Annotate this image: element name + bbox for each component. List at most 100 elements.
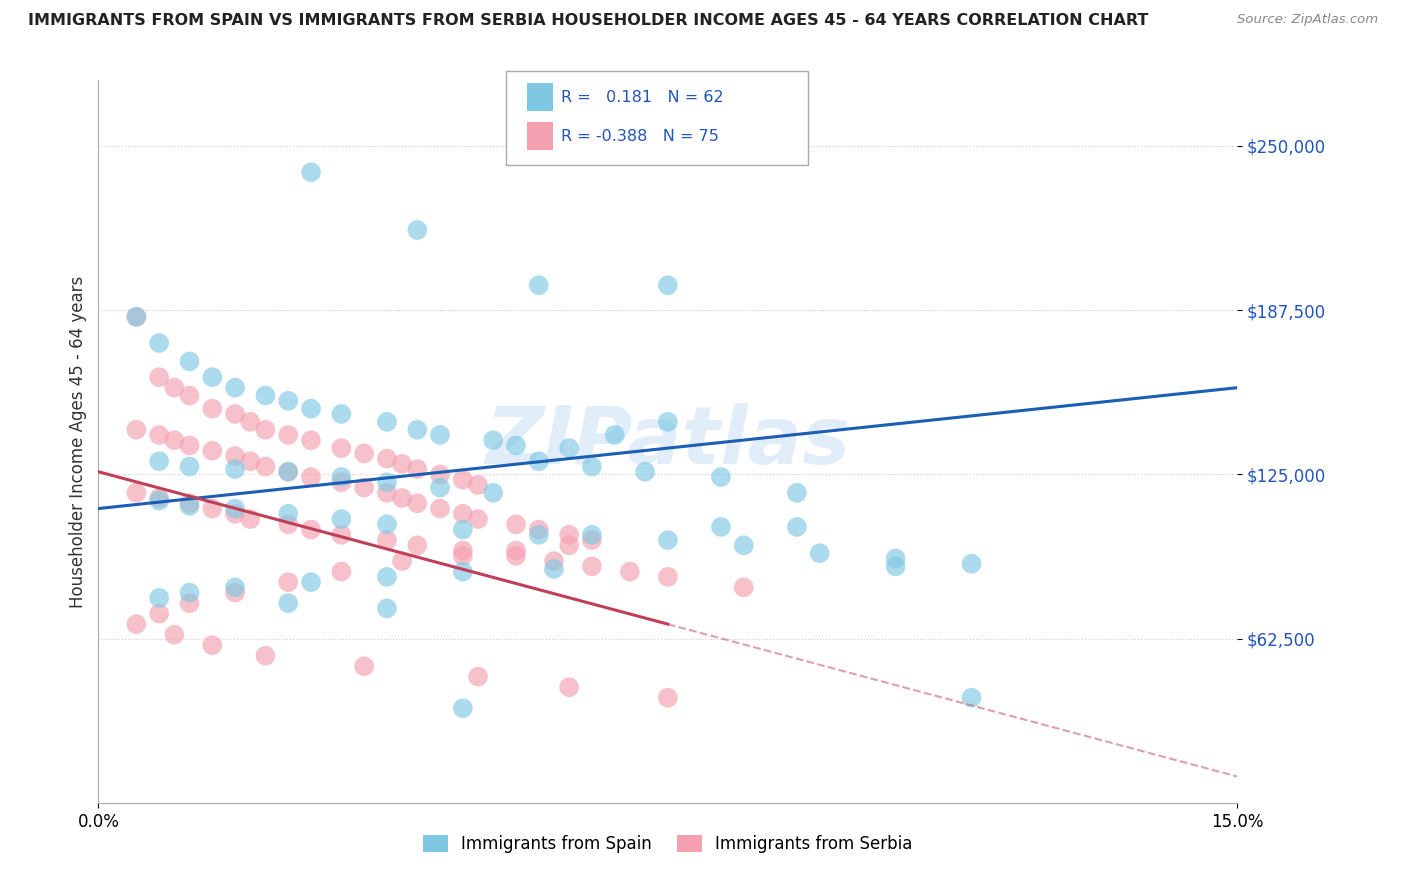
Point [179,496,201,510]
Point [884,551,907,566]
Point [353,446,375,460]
Point [451,549,474,563]
Point [375,601,398,615]
Point [201,443,224,458]
Point [467,670,489,684]
Point [543,554,565,568]
Point [277,465,299,479]
Point [581,528,603,542]
Point [406,462,429,476]
Point [224,507,246,521]
Point [406,538,429,552]
Point [505,543,527,558]
Point [558,538,581,552]
Point [299,575,322,590]
Point [375,533,398,547]
Point [277,596,299,610]
Point [619,565,641,579]
Point [505,549,527,563]
Point [406,223,429,237]
Point [239,415,262,429]
Point [657,570,679,584]
Point [163,434,186,448]
Point [330,475,353,490]
Point [254,648,277,663]
Point [375,570,398,584]
Point [558,680,581,694]
Point [201,370,224,384]
Point [353,659,375,673]
Point [125,485,148,500]
Point [710,470,733,484]
Point [482,485,505,500]
Legend: Immigrants from Spain, Immigrants from Serbia: Immigrants from Spain, Immigrants from S… [416,828,920,860]
Point [277,575,299,590]
Point [179,354,201,368]
Point [375,415,398,429]
Point [657,533,679,547]
Point [125,617,148,632]
Point [224,449,246,463]
Point [733,538,755,552]
Point [581,459,603,474]
Point [254,459,277,474]
Point [201,638,224,652]
Point [179,459,201,474]
Point [148,493,170,508]
Point [163,627,186,641]
Text: Source: ZipAtlas.com: Source: ZipAtlas.com [1237,13,1378,27]
Y-axis label: Householder Income Ages 45 - 64 years: Householder Income Ages 45 - 64 years [69,276,87,607]
Point [179,499,201,513]
Point [657,278,679,293]
Point [224,407,246,421]
Point [163,381,186,395]
Point [299,165,322,179]
Point [467,512,489,526]
Point [330,528,353,542]
Point [451,543,474,558]
Point [657,415,679,429]
Point [391,491,413,505]
Text: R = -0.388   N = 75: R = -0.388 N = 75 [561,128,718,144]
Point [960,690,983,705]
Point [581,533,603,547]
Point [527,528,550,542]
Point [224,462,246,476]
Point [451,473,474,487]
Point [482,434,505,448]
Point [391,457,413,471]
Point [148,454,170,468]
Point [330,565,353,579]
Point [179,438,201,452]
Point [277,393,299,408]
Point [634,465,657,479]
Point [330,470,353,484]
Point [467,478,489,492]
Point [543,562,565,576]
Point [201,401,224,416]
Point [406,496,429,510]
Point [239,512,262,526]
Point [527,278,550,293]
Point [603,428,626,442]
Point [125,310,148,324]
Point [224,381,246,395]
Point [808,546,831,560]
Point [451,507,474,521]
Point [884,559,907,574]
Point [148,491,170,505]
Point [224,585,246,599]
Point [254,423,277,437]
Point [375,485,398,500]
Point [277,428,299,442]
Point [330,441,353,455]
Point [406,423,429,437]
Point [299,401,322,416]
Point [558,528,581,542]
Point [527,454,550,468]
Text: R =   0.181   N = 62: R = 0.181 N = 62 [561,89,724,104]
Point [330,512,353,526]
Point [277,517,299,532]
Point [581,559,603,574]
Point [391,554,413,568]
